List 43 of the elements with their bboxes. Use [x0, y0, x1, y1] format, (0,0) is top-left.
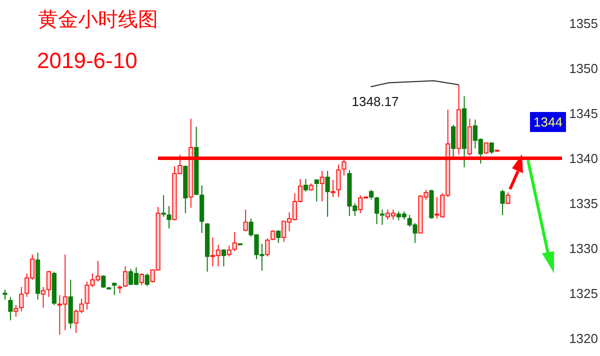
candlestick [374, 196, 380, 224]
candlestick [122, 266, 128, 288]
y-tick-label: 1340 [569, 150, 598, 166]
candlestick [144, 273, 150, 287]
candlestick [342, 158, 346, 176]
chart-title: 黄金小时线图 [38, 9, 158, 31]
candlestick [46, 270, 52, 298]
candlestick [325, 170, 330, 218]
candlestick [276, 230, 281, 244]
candlestick [369, 189, 374, 200]
candlestick [243, 209, 248, 232]
candlestick [303, 178, 308, 192]
candlestick [101, 274, 106, 288]
y-tick-label: 1345 [569, 106, 598, 121]
candlestick [320, 170, 324, 202]
candlestick [489, 142, 494, 154]
candlestick [380, 209, 385, 226]
candlestick [226, 245, 232, 257]
candlestick [2, 289, 8, 300]
candlestick [40, 286, 46, 308]
y-tick-label: 1320 [569, 330, 598, 346]
candlestick [112, 282, 117, 296]
y-tick-label: 1350 [569, 60, 598, 76]
candlestick [14, 304, 18, 318]
candlestick [500, 189, 505, 216]
y-tick-label: 1325 [569, 286, 598, 301]
candlestick [330, 179, 336, 198]
text: 2019-6-10 [37, 48, 138, 73]
annotation: 1348.17 [352, 94, 399, 109]
y-tick-label: 1330 [569, 240, 598, 256]
candlestick [221, 248, 226, 267]
candlestick [484, 142, 488, 154]
candlestick [166, 206, 172, 229]
candlestick [232, 232, 237, 252]
candlestick [336, 164, 341, 198]
text: 1344 [534, 114, 562, 130]
candlestick [451, 124, 456, 157]
candlestick [8, 296, 13, 321]
y-tick-label: 1355 [569, 16, 598, 31]
candlestick [161, 194, 166, 218]
candlestick [139, 273, 144, 286]
candlestick [314, 179, 319, 202]
y-tick-label: 1335 [569, 196, 598, 211]
